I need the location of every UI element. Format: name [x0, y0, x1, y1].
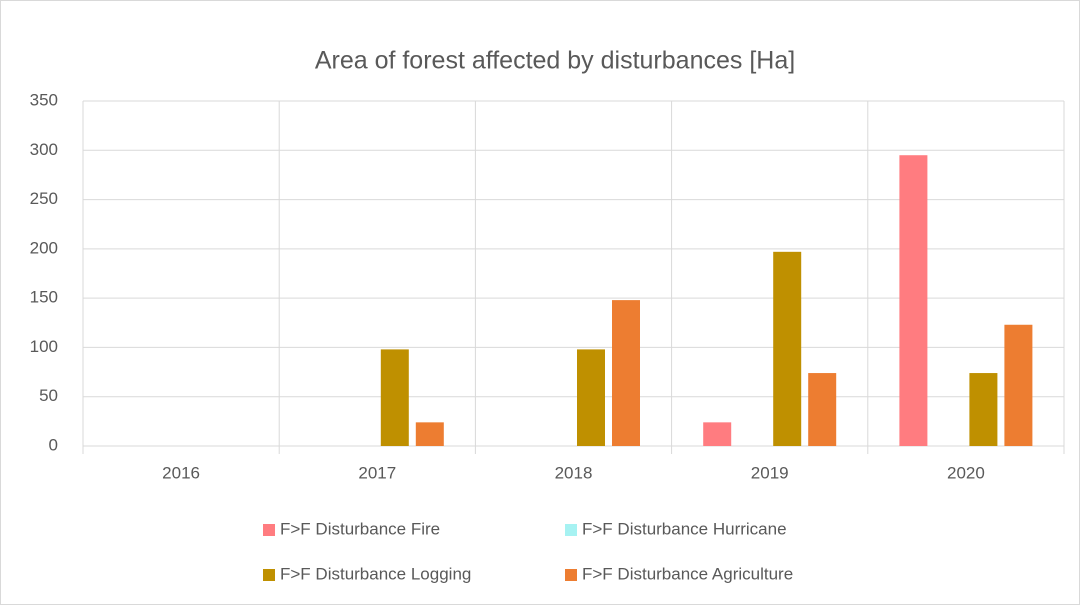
- legend-label: F>F Disturbance Agriculture: [582, 564, 793, 583]
- bar: [577, 349, 605, 446]
- x-tick-label: 2017: [358, 463, 396, 482]
- legend-swatch: [263, 524, 275, 536]
- bar: [808, 373, 837, 446]
- legend-swatch: [263, 569, 275, 581]
- bar: [415, 422, 444, 446]
- x-tick-label: 2019: [751, 463, 789, 482]
- y-tick-label: 150: [30, 288, 58, 307]
- legend-label: F>F Disturbance Logging: [280, 564, 471, 583]
- bar: [969, 373, 998, 446]
- bar: [703, 422, 732, 446]
- bar: [380, 349, 409, 446]
- y-tick-label: 200: [30, 238, 58, 257]
- x-tick-label: 2016: [162, 463, 200, 482]
- y-tick-label: 0: [49, 435, 58, 454]
- bar: [1004, 324, 1033, 446]
- x-tick-label: 2018: [555, 463, 593, 482]
- x-tick-label: 2020: [947, 463, 985, 482]
- y-tick-label: 300: [30, 140, 58, 159]
- y-tick-label: 50: [39, 386, 58, 405]
- bar: [773, 251, 802, 446]
- legend-label: F>F Disturbance Hurricane: [582, 519, 787, 538]
- legend-swatch: [565, 524, 577, 536]
- y-tick-label: 100: [30, 337, 58, 356]
- y-tick-label: 350: [30, 90, 58, 109]
- bar: [899, 155, 928, 446]
- chart-title: Area of forest affected by disturbances …: [315, 47, 795, 75]
- legend-swatch: [565, 569, 577, 581]
- y-tick-label: 250: [30, 189, 58, 208]
- legend-label: F>F Disturbance Fire: [280, 519, 440, 538]
- bar: [612, 300, 640, 446]
